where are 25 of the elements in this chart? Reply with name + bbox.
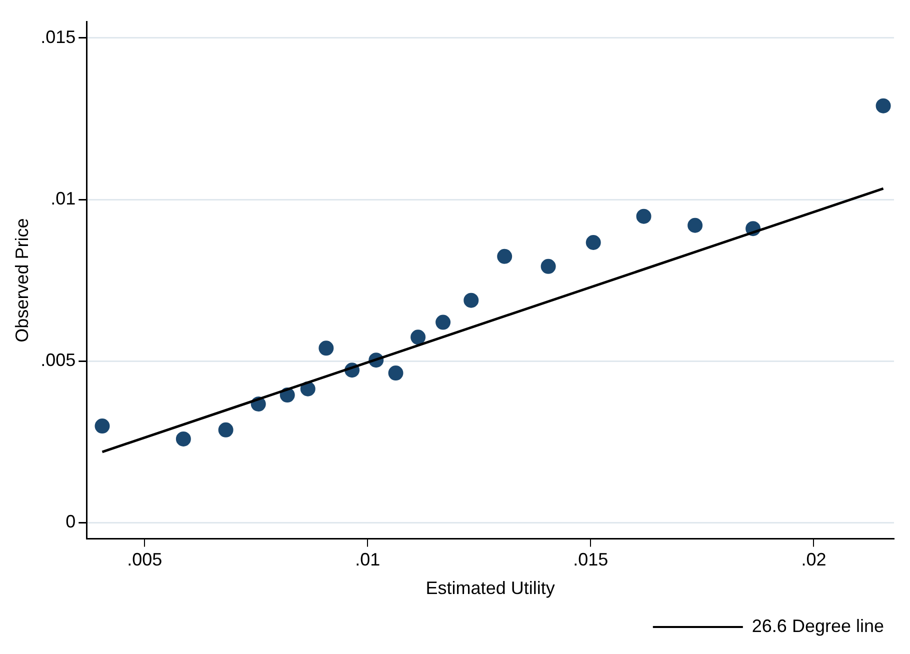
point <box>636 208 652 224</box>
point <box>410 330 426 345</box>
point <box>388 366 404 381</box>
x-tick-label: .02 <box>801 550 826 570</box>
point <box>464 292 479 308</box>
point <box>218 422 234 438</box>
y-tick-label: 0 <box>66 512 76 532</box>
point <box>586 234 601 250</box>
point <box>436 314 451 330</box>
point <box>318 340 334 356</box>
point <box>876 98 891 114</box>
point <box>688 218 703 233</box>
x-tick-label: .005 <box>127 550 162 570</box>
x-axis-title: Estimated Utility <box>426 578 555 598</box>
x-tick-label: .015 <box>573 550 608 570</box>
point <box>497 248 512 264</box>
y-tick-label: .005 <box>40 350 76 370</box>
x-tick-label: .01 <box>355 550 380 570</box>
point <box>176 431 191 446</box>
legend-label: 26.6 Degree line <box>752 616 884 636</box>
y-axis-title: Observed Price <box>12 218 32 342</box>
point <box>94 418 110 434</box>
y-tick-label: .01 <box>50 188 76 208</box>
y-tick-label: .015 <box>40 26 76 47</box>
point <box>540 258 556 274</box>
